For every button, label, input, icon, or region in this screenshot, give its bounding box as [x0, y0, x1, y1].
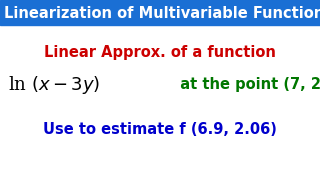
Text: Linearization of Multivariable Functions: Linearization of Multivariable Functions	[4, 6, 320, 21]
Text: ln $(x - 3y)$: ln $(x - 3y)$	[8, 74, 100, 96]
Text: Linear Approx. of a function: Linear Approx. of a function	[44, 44, 276, 60]
Text: Use to estimate f (6.9, 2.06): Use to estimate f (6.9, 2.06)	[43, 123, 277, 138]
Text: at the point (7, 2): at the point (7, 2)	[170, 78, 320, 93]
FancyBboxPatch shape	[0, 0, 320, 25]
